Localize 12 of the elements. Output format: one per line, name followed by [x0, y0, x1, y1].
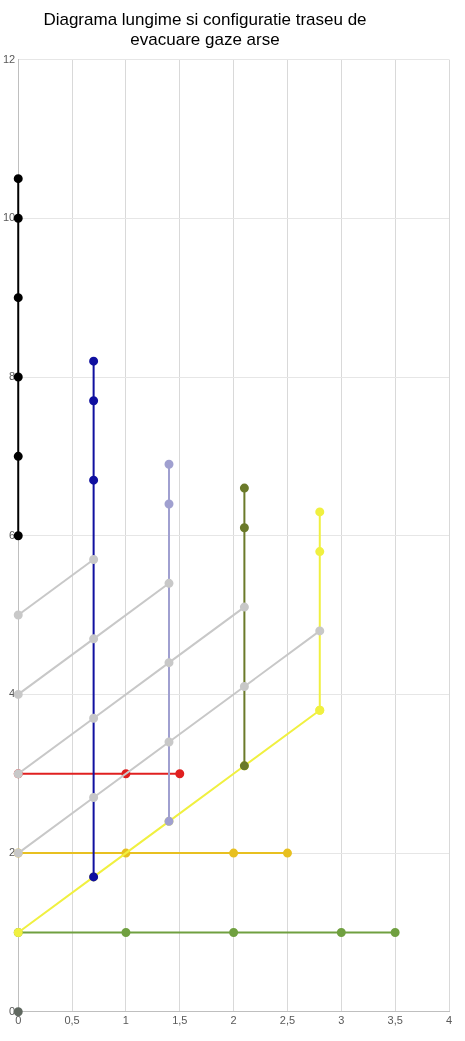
x-tick-label: 2,5 [279, 1014, 296, 1027]
y-tick-label: 12 [2, 52, 16, 65]
x-tick-label: 1,5 [172, 1014, 188, 1027]
y-tick-label: 8 [9, 370, 16, 383]
x-tick-label: 1 [122, 1014, 129, 1027]
x-tick-label: 0,5 [64, 1014, 80, 1027]
x-tick-label: 4 [445, 1014, 453, 1027]
x-tick-label: 3,5 [387, 1014, 403, 1027]
x-tick-label: 2 [230, 1014, 237, 1027]
x-tick-label: 3 [338, 1014, 345, 1027]
chart-title: Diagrama lungime si configuratie traseu de evacuare gaze arse [42, 10, 368, 50]
y-tick-label: 2 [9, 846, 16, 859]
